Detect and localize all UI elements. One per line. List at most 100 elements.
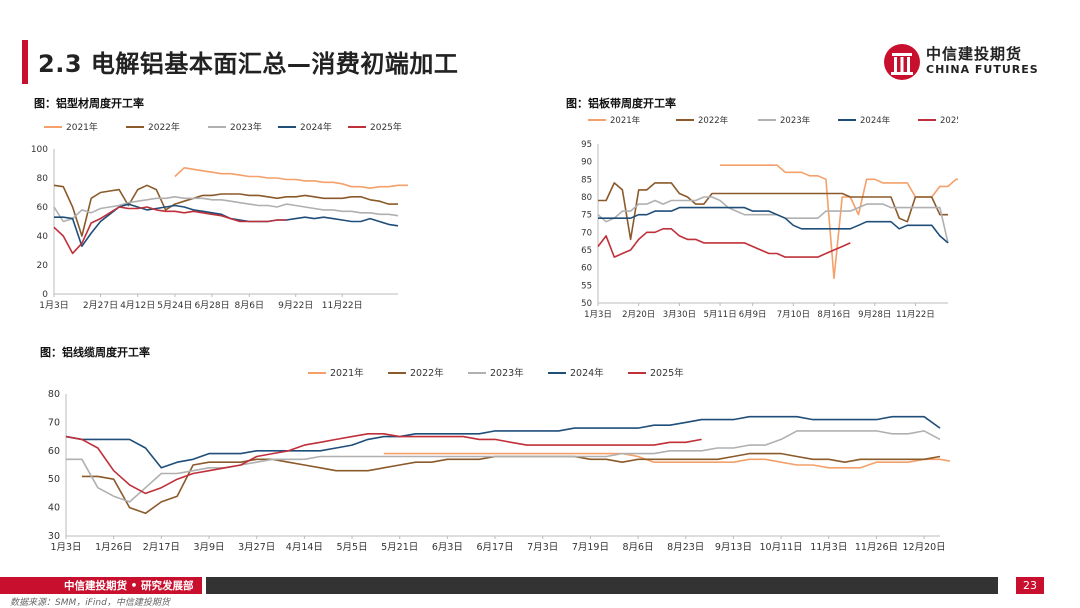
series-line-2025年 <box>53 206 287 255</box>
x-tick-label: 3月30日 <box>663 310 696 320</box>
legend-label: 2024年 <box>300 121 332 133</box>
y-tick-label: 80 <box>37 174 49 184</box>
logo-emblem-icon <box>884 44 920 80</box>
series-line-2023年 <box>53 196 399 223</box>
series-line-2022年 <box>53 184 398 237</box>
x-tick-label: 8月6日 <box>235 300 264 311</box>
series-line-2022年 <box>598 182 948 241</box>
y-tick-label: 0 <box>42 290 48 300</box>
series-line-2022年 <box>81 452 941 515</box>
legend-label: 2023年 <box>230 121 262 133</box>
y-tick-label: 30 <box>48 531 60 542</box>
x-tick-label: 6月9日 <box>739 310 767 320</box>
x-tick-label: 6月3日 <box>432 542 463 553</box>
y-tick-label: 40 <box>37 232 49 242</box>
x-tick-label: 11月22日 <box>896 310 935 320</box>
x-tick-label: 8月16日 <box>817 310 850 320</box>
x-tick-label: 2月27日 <box>83 300 118 311</box>
x-tick-label: 11月26日 <box>855 542 898 553</box>
x-tick-label: 6月28日 <box>194 300 229 311</box>
y-tick-label: 75 <box>581 211 592 221</box>
x-tick-label: 3月9日 <box>193 542 224 553</box>
x-tick-label: 2月17日 <box>143 542 180 553</box>
legend-label: 2024年 <box>860 115 891 126</box>
legend-label: 2022年 <box>698 115 729 126</box>
y-tick-label: 90 <box>581 158 592 168</box>
x-tick-label: 1月3日 <box>584 310 612 320</box>
legend-label: 2023年 <box>780 115 811 126</box>
series-line-2021年 <box>720 164 958 280</box>
legend-label: 2025年 <box>650 367 684 379</box>
legend-label: 2021年 <box>66 121 98 133</box>
x-tick-label: 4月12日 <box>120 300 155 311</box>
x-tick-label: 3月27日 <box>238 542 275 553</box>
series-line-2021年 <box>174 166 408 189</box>
footer-dark-bar <box>206 577 998 594</box>
title-accent-bar <box>22 40 28 84</box>
y-tick-label: 60 <box>48 446 60 457</box>
y-tick-label: 55 <box>581 281 592 291</box>
x-tick-label: 5月5日 <box>336 542 367 553</box>
x-tick-label: 8月6日 <box>623 542 654 553</box>
legend-label: 2021年 <box>610 115 641 126</box>
series-line-2023年 <box>597 196 949 244</box>
footer-organization: 中信建投期货 • 研究发展部 <box>64 580 194 592</box>
chart2-title: 图：铝板带周度开工率 <box>566 97 676 110</box>
x-tick-label: 1月26日 <box>95 542 132 553</box>
chart-sheet-strip-operating-rate: 50 55 60 65 70 75 80 85 90 95 1月3日 2月20日 3月30日 5月11日 6… <box>581 115 958 320</box>
x-tick-label: 5月24日 <box>157 300 192 311</box>
series-line-2025年 <box>597 228 851 258</box>
x-tick-label: 9月13日 <box>715 542 752 553</box>
logo-text-en: CHINA FUTURES <box>926 63 1039 76</box>
x-tick-label: 6月17日 <box>476 542 513 553</box>
legend-label: 2022年 <box>148 121 180 133</box>
series-line-2025年 <box>65 433 702 495</box>
x-tick-label: 7月19日 <box>572 542 609 553</box>
series-line-2024年 <box>598 206 949 244</box>
x-tick-label: 10月11日 <box>759 542 802 553</box>
legend-label: 2021年 <box>330 367 364 379</box>
x-tick-label: 9月28日 <box>858 310 891 320</box>
series-line-2024年 <box>65 415 941 469</box>
legend-label: 2024年 <box>570 367 604 379</box>
company-logo: 中信建投期货 CHINA FUTURES <box>880 42 1050 82</box>
x-tick-label: 12月20日 <box>903 542 946 553</box>
x-tick-label: 9月22日 <box>278 300 313 311</box>
series-line-2024年 <box>54 203 399 247</box>
legend-label: 2022年 <box>410 367 444 379</box>
legend-label: 2025年 <box>940 115 958 126</box>
x-tick-label: 1月3日 <box>39 300 68 311</box>
x-tick-label: 11月22日 <box>322 300 363 311</box>
x-tick-label: 1月3日 <box>50 542 81 553</box>
page-title: 2.3 电解铝基本面汇总—消费初端加工 <box>38 50 459 78</box>
x-tick-label: 5月21日 <box>381 542 418 553</box>
page-number: 23 <box>1016 577 1044 594</box>
y-tick-label: 95 <box>581 140 592 150</box>
chart-extrusion-operating-rate: 0 20 40 60 80 100 1月3日 2月27日 4月12日 5月24日 6月28日 8月6日… <box>31 121 408 311</box>
y-tick-label: 80 <box>581 193 592 203</box>
y-tick-label: 40 <box>48 503 60 514</box>
legend-label: 2025年 <box>370 121 402 133</box>
y-tick-label: 70 <box>581 228 592 238</box>
y-tick-label: 20 <box>37 261 49 271</box>
y-tick-label: 60 <box>37 203 49 213</box>
x-tick-label: 4月14日 <box>286 542 323 553</box>
y-tick-label: 50 <box>48 474 60 485</box>
y-tick-label: 65 <box>581 246 592 256</box>
x-tick-label: 11月3日 <box>810 542 847 553</box>
footer-red-bar <box>0 577 202 594</box>
series-line-2023年 <box>66 430 941 503</box>
x-tick-label: 2月20日 <box>622 310 655 320</box>
x-tick-label: 7月3日 <box>527 542 558 553</box>
data-source-note: 数据来源：SMM，iFind，中信建投期货 <box>10 598 170 608</box>
y-tick-label: 70 <box>48 417 60 428</box>
logo-text-cn: 中信建投期货 <box>926 45 1023 63</box>
chart3-title: 图：铝线缆周度开工率 <box>40 346 150 359</box>
chart-cable-operating-rate: 30 40 50 60 70 80 1月3日 1月26日 2月17日 3月9日 3月27日 4月14日… <box>48 367 950 553</box>
y-tick-label: 50 <box>581 299 592 309</box>
legend-label: 2023年 <box>490 367 524 379</box>
chart1-title: 图：铝型材周度开工率 <box>34 97 144 110</box>
y-tick-label: 100 <box>31 145 48 155</box>
x-tick-label: 5月11日 <box>703 310 736 320</box>
x-tick-label: 7月10日 <box>777 310 810 320</box>
